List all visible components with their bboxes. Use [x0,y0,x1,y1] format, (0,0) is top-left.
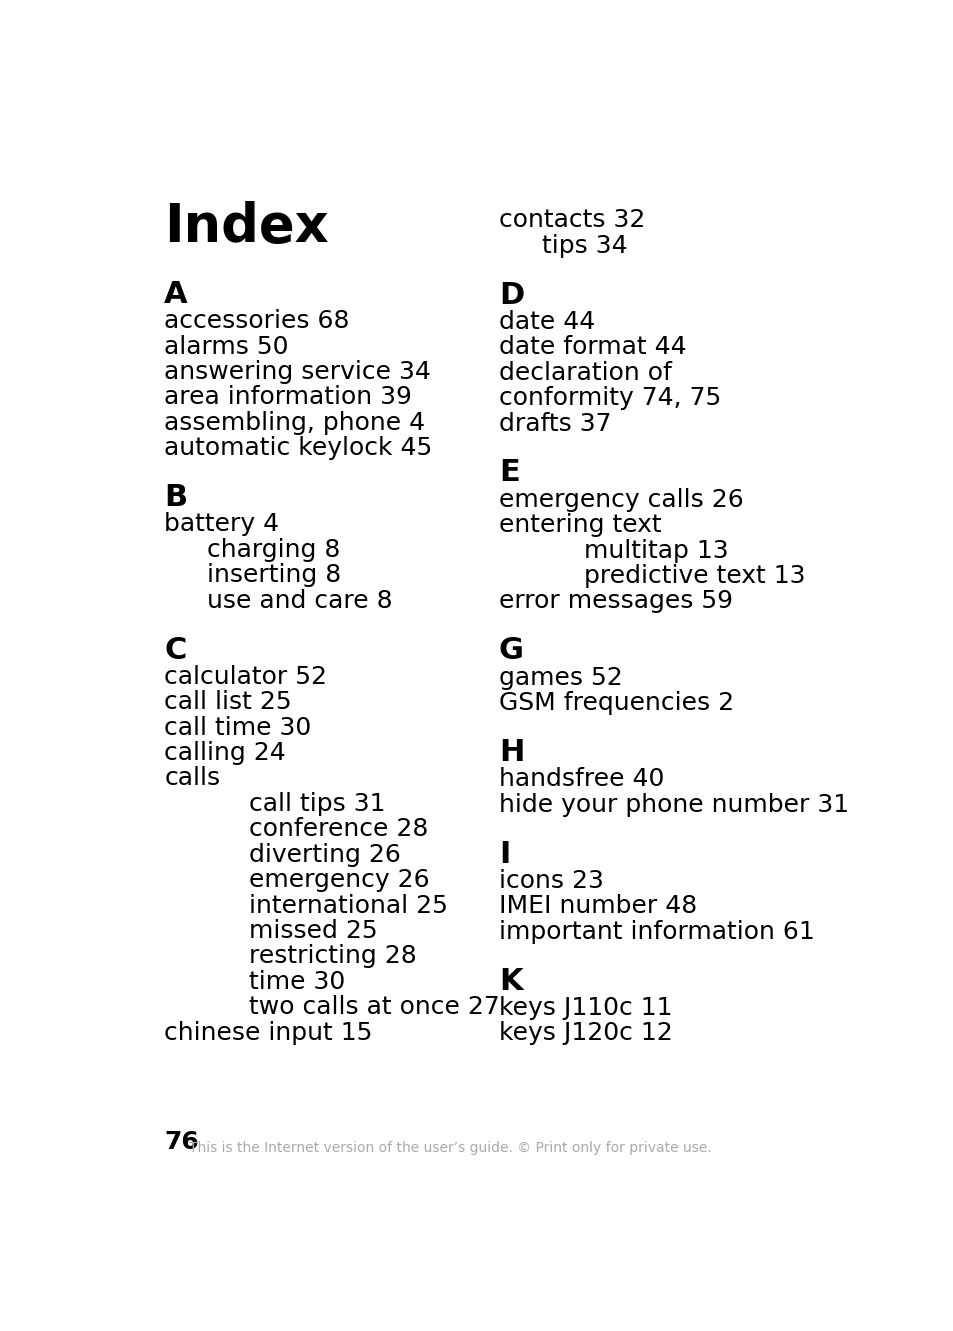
Text: date 44: date 44 [498,310,595,334]
Text: important information 61: important information 61 [498,920,814,944]
Text: GSM frequencies 2: GSM frequencies 2 [498,691,734,715]
Text: emergency 26: emergency 26 [249,868,430,892]
Text: calculator 52: calculator 52 [164,666,327,689]
Text: charging 8: charging 8 [207,538,340,562]
Text: This is the Internet version of the user’s guide. © Print only for private use.: This is the Internet version of the user… [189,1141,711,1155]
Text: answering service 34: answering service 34 [164,359,431,383]
Text: A: A [164,280,188,309]
Text: call list 25: call list 25 [164,691,292,715]
Text: games 52: games 52 [498,666,622,689]
Text: automatic keylock 45: automatic keylock 45 [164,437,432,461]
Text: assembling, phone 4: assembling, phone 4 [164,411,425,435]
Text: icons 23: icons 23 [498,869,603,893]
Text: handsfree 40: handsfree 40 [498,767,663,791]
Text: I: I [498,840,510,869]
Text: tips 34: tips 34 [541,234,626,258]
Text: keys J120c 12: keys J120c 12 [498,1021,672,1045]
Text: conformity 74, 75: conformity 74, 75 [498,386,720,410]
Text: G: G [498,636,523,666]
Text: call time 30: call time 30 [164,716,311,740]
Text: alarms 50: alarms 50 [164,334,289,358]
Text: C: C [164,636,187,664]
Text: chinese input 15: chinese input 15 [164,1021,373,1045]
Text: time 30: time 30 [249,970,345,994]
Text: date format 44: date format 44 [498,335,686,359]
Text: battery 4: battery 4 [164,512,279,536]
Text: contacts 32: contacts 32 [498,208,644,232]
Text: emergency calls 26: emergency calls 26 [498,487,743,511]
Text: E: E [498,458,519,487]
Text: multitap 13: multitap 13 [583,539,728,563]
Text: two calls at once 27: two calls at once 27 [249,996,499,1020]
Text: international 25: international 25 [249,893,448,917]
Text: Index: Index [164,201,329,253]
Text: call tips 31: call tips 31 [249,792,386,816]
Text: K: K [498,966,522,996]
Text: H: H [498,737,524,767]
Text: inserting 8: inserting 8 [207,563,341,587]
Text: keys J110c 11: keys J110c 11 [498,996,672,1020]
Text: calls: calls [164,767,220,791]
Text: 76: 76 [164,1130,199,1154]
Text: hide your phone number 31: hide your phone number 31 [498,793,848,817]
Text: accessories 68: accessories 68 [164,309,350,333]
Text: missed 25: missed 25 [249,918,377,942]
Text: restricting 28: restricting 28 [249,945,416,969]
Text: drafts 37: drafts 37 [498,411,611,435]
Text: IMEI number 48: IMEI number 48 [498,894,697,918]
Text: diverting 26: diverting 26 [249,843,401,866]
Text: B: B [164,483,187,512]
Text: D: D [498,281,524,310]
Text: predictive text 13: predictive text 13 [583,564,805,588]
Text: error messages 59: error messages 59 [498,590,732,614]
Text: calling 24: calling 24 [164,741,286,765]
Text: entering text: entering text [498,514,661,538]
Text: use and care 8: use and care 8 [207,588,392,612]
Text: declaration of: declaration of [498,361,671,385]
Text: conference 28: conference 28 [249,817,429,841]
Text: area information 39: area information 39 [164,386,412,410]
